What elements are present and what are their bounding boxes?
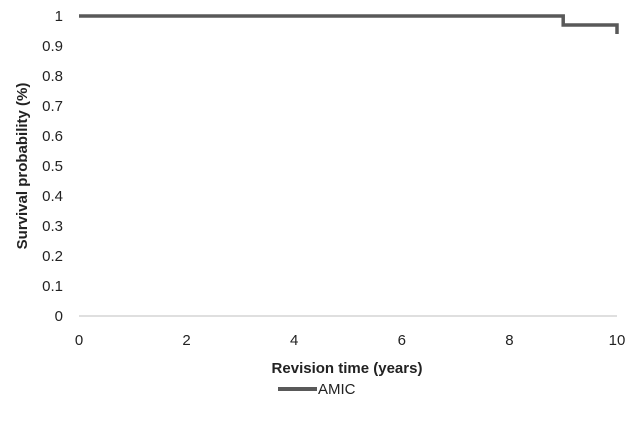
legend-label-amic: AMIC bbox=[318, 381, 356, 398]
x-tick-label: 0 bbox=[75, 332, 83, 349]
x-tick-label: 10 bbox=[609, 332, 626, 349]
x-axis-ticks: 0 2 4 6 8 10 bbox=[75, 332, 626, 349]
y-tick-label: 0.8 bbox=[42, 68, 63, 85]
y-axis-title: Survival probability (%) bbox=[14, 83, 31, 250]
x-tick-label: 8 bbox=[505, 332, 513, 349]
y-tick-label: 0.2 bbox=[42, 248, 63, 265]
y-tick-label: 0.6 bbox=[42, 128, 63, 145]
y-axis-ticks: 0 0.1 0.2 0.3 0.4 0.5 0.6 0.7 0.8 0.9 1 bbox=[42, 8, 63, 325]
y-tick-label: 0 bbox=[55, 308, 63, 325]
y-tick-label: 0.7 bbox=[42, 98, 63, 115]
y-tick-label: 0.1 bbox=[42, 278, 63, 295]
y-tick-label: 0.9 bbox=[42, 38, 63, 55]
y-tick-label: 1 bbox=[55, 8, 63, 25]
y-tick-label: 0.5 bbox=[42, 158, 63, 175]
x-tick-label: 2 bbox=[182, 332, 190, 349]
series-layer bbox=[79, 14, 619, 34]
legend: AMIC bbox=[278, 381, 356, 398]
y-tick-label: 0.3 bbox=[42, 218, 63, 235]
y-tick-label: 0.4 bbox=[42, 188, 63, 205]
x-axis-title: Revision time (years) bbox=[272, 360, 423, 377]
x-tick-label: 4 bbox=[290, 332, 298, 349]
series-line-amic bbox=[79, 14, 619, 34]
x-tick-label: 6 bbox=[398, 332, 406, 349]
